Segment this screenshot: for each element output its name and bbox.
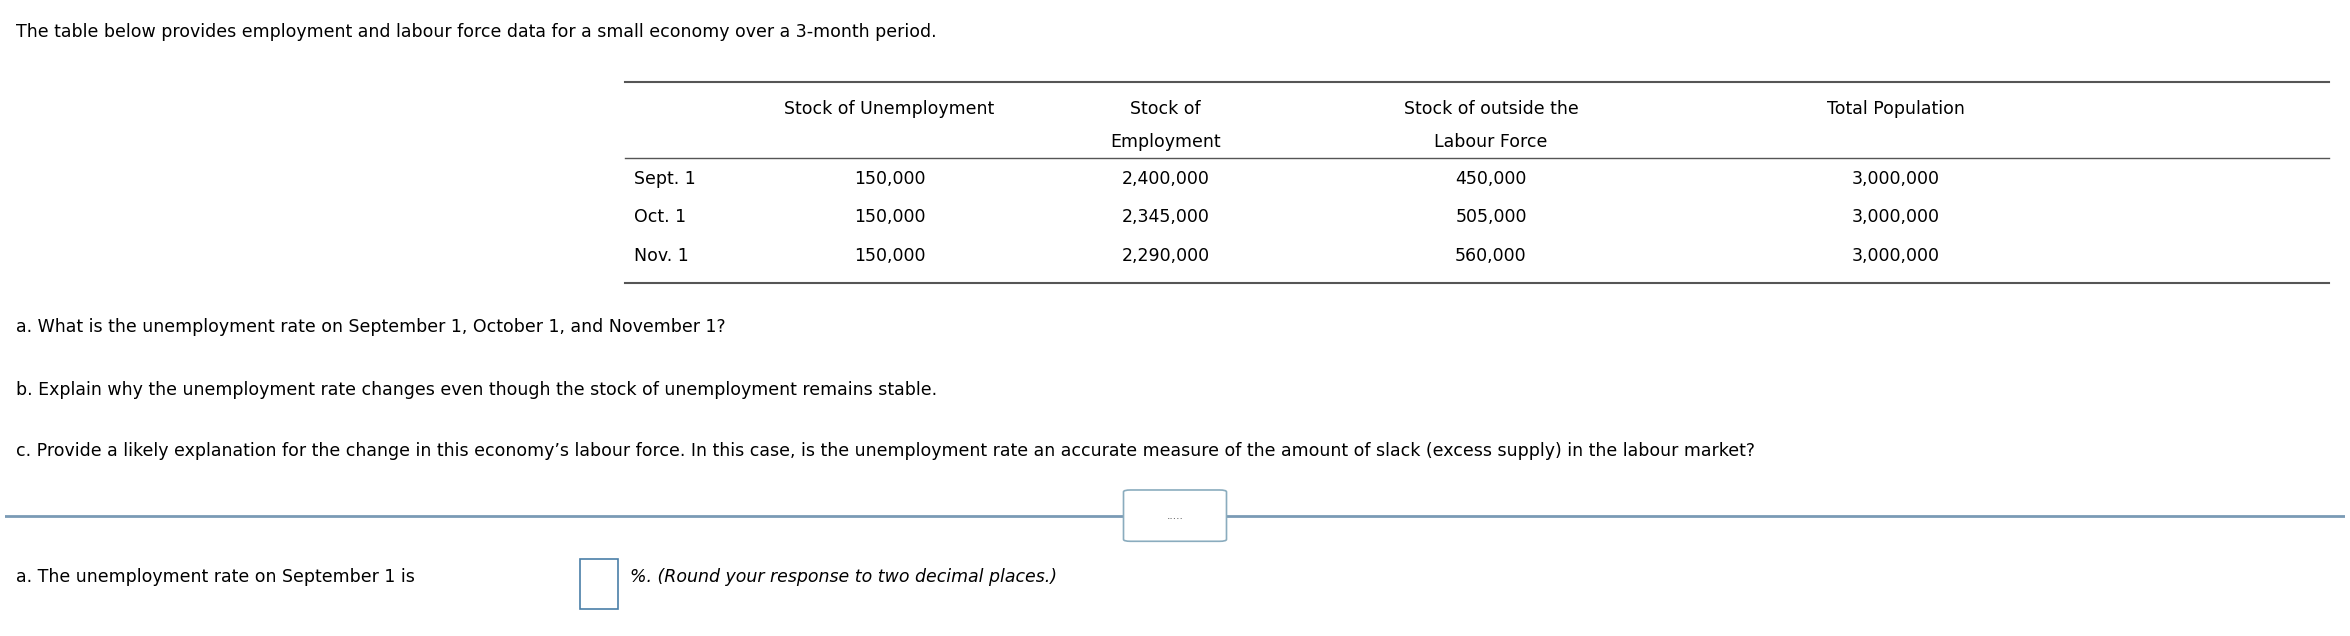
Text: 150,000: 150,000 xyxy=(853,170,926,188)
Text: Nov. 1: Nov. 1 xyxy=(634,247,689,265)
Text: Stock of outside the: Stock of outside the xyxy=(1403,100,1579,118)
Text: 2,290,000: 2,290,000 xyxy=(1121,247,1210,265)
Text: Employment: Employment xyxy=(1109,133,1222,151)
Text: Total Population: Total Population xyxy=(1826,100,1965,118)
Text: b. Explain why the unemployment rate changes even though the stock of unemployme: b. Explain why the unemployment rate cha… xyxy=(16,382,938,399)
Text: 505,000: 505,000 xyxy=(1455,207,1528,226)
Text: 150,000: 150,000 xyxy=(853,247,926,265)
Text: c. Provide a likely explanation for the change in this economy’s labour force. I: c. Provide a likely explanation for the … xyxy=(16,441,1755,460)
Text: Oct. 1: Oct. 1 xyxy=(634,207,686,226)
Text: 450,000: 450,000 xyxy=(1455,170,1528,188)
Text: a. What is the unemployment rate on September 1, October 1, and November 1?: a. What is the unemployment rate on Sept… xyxy=(16,318,726,336)
Text: Labour Force: Labour Force xyxy=(1434,133,1549,151)
Text: 2,400,000: 2,400,000 xyxy=(1121,170,1210,188)
Text: Sept. 1: Sept. 1 xyxy=(634,170,696,188)
Text: %. (Round your response to two decimal places.): %. (Round your response to two decimal p… xyxy=(630,568,1058,586)
Text: Stock of Unemployment: Stock of Unemployment xyxy=(785,100,994,118)
Text: 560,000: 560,000 xyxy=(1455,247,1528,265)
Text: 3,000,000: 3,000,000 xyxy=(1852,207,1939,226)
Bar xyxy=(580,558,618,609)
Text: 2,345,000: 2,345,000 xyxy=(1121,207,1210,226)
Text: Stock of: Stock of xyxy=(1130,100,1201,118)
Text: 150,000: 150,000 xyxy=(853,207,926,226)
Text: 3,000,000: 3,000,000 xyxy=(1852,170,1939,188)
Text: The table below provides employment and labour force data for a small economy ov: The table below provides employment and … xyxy=(16,24,938,41)
FancyBboxPatch shape xyxy=(1123,490,1227,541)
Text: .....: ..... xyxy=(1166,511,1184,521)
Text: a. The unemployment rate on September 1 is: a. The unemployment rate on September 1 … xyxy=(16,568,416,586)
Text: 3,000,000: 3,000,000 xyxy=(1852,247,1939,265)
